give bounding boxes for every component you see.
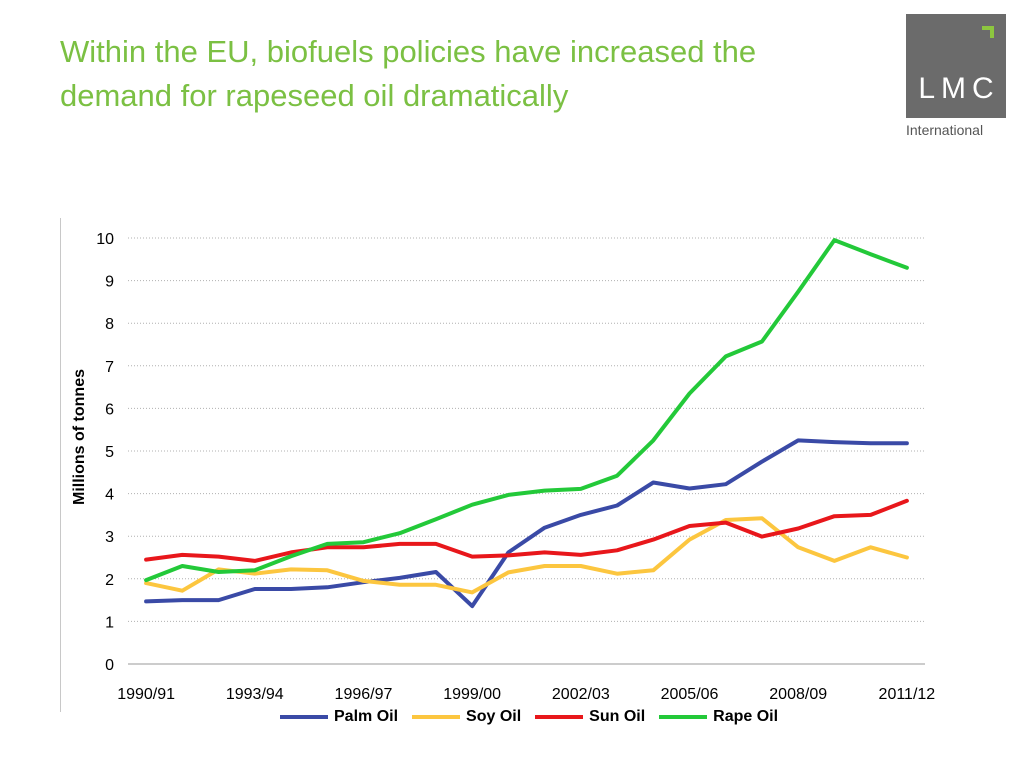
- x-tick-label: 2011/12: [879, 686, 936, 703]
- y-tick-label: 9: [105, 274, 114, 291]
- slide-title-line-2: demand for rapeseed oil dramatically: [60, 78, 569, 113]
- y-tick-label: 6: [105, 401, 114, 418]
- x-tick-label: 2008/09: [769, 686, 827, 703]
- legend-item-soy-oil: Soy Oil: [412, 708, 521, 726]
- lmc-logo: LMC International: [906, 14, 1006, 138]
- chart-left-rule: [60, 218, 61, 712]
- slide-title-line-1: Within the EU, biofuels policies have in…: [60, 34, 757, 69]
- legend-label: Palm Oil: [334, 708, 399, 725]
- legend-label: Soy Oil: [466, 708, 522, 725]
- series-line-rape-oil: [144, 238, 909, 583]
- legend-swatch: [412, 715, 461, 719]
- y-tick-label: 4: [105, 487, 114, 504]
- y-tick-label: 5: [105, 444, 114, 461]
- x-tick-label: 2005/06: [661, 686, 719, 703]
- chart-legend: Palm Oil Soy Oil Sun Oil Rape Oil: [280, 706, 778, 728]
- legend-swatch: [280, 715, 328, 719]
- logo-subtitle: International: [906, 122, 984, 138]
- legend-item-sun-oil: Sun Oil: [535, 708, 645, 726]
- legend-label: Rape Oil: [713, 708, 779, 725]
- legend-swatch: [535, 715, 584, 719]
- y-tick-label: 3: [105, 529, 114, 546]
- y-tick-label: 1: [105, 614, 114, 631]
- x-tick-label: 1990/91: [117, 686, 175, 703]
- series-line-palm-oil: [144, 438, 909, 609]
- x-tick-label: 1996/97: [335, 686, 393, 703]
- y-tick-label: 10: [96, 231, 114, 248]
- legend-swatch: [659, 715, 708, 719]
- y-tick-label: 0: [105, 657, 114, 674]
- x-tick-label: 2002/03: [552, 686, 610, 703]
- legend-label: Sun Oil: [589, 708, 646, 725]
- y-tick-label: 7: [105, 359, 114, 376]
- x-tick-label: 1993/94: [226, 686, 284, 703]
- y-axis-title: Millions of tonnes: [71, 369, 88, 505]
- logo-box: LMC: [906, 14, 1006, 118]
- logo-text: LMC: [918, 72, 1000, 105]
- legend-item-rape-oil: Rape Oil: [659, 708, 778, 726]
- y-tick-label: 2: [105, 572, 114, 589]
- y-tick-label: 8: [105, 316, 114, 333]
- corner-bracket-icon: [982, 26, 994, 38]
- series-line-sun-oil: [144, 498, 909, 563]
- legend-item-palm-oil: Palm Oil: [280, 708, 398, 726]
- x-tick-label: 1999/00: [443, 686, 501, 703]
- slide-title: Within the EU, biofuels policies have in…: [60, 30, 890, 118]
